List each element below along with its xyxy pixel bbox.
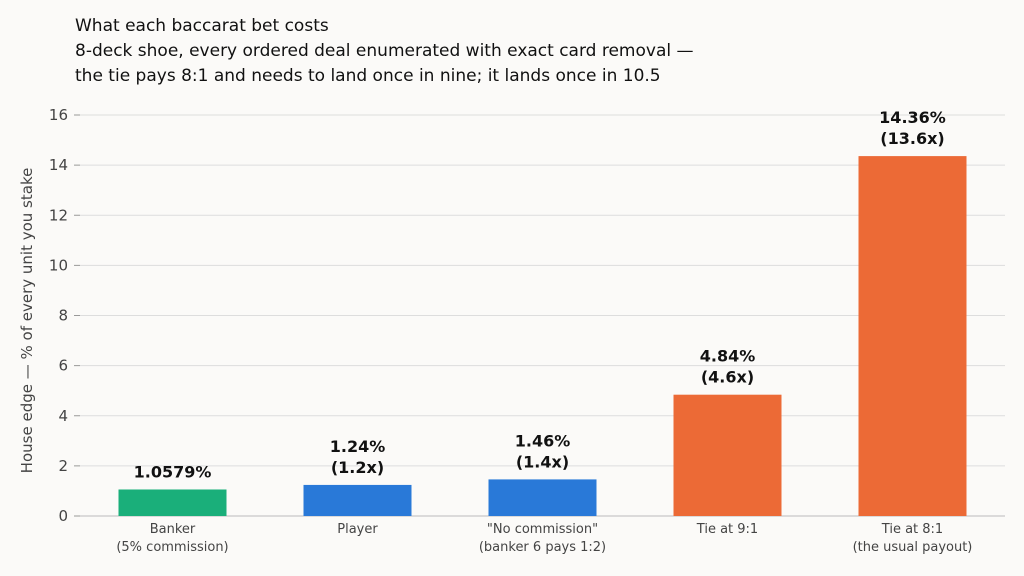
bar-data-label: (1.2x) [331, 458, 384, 477]
bar [858, 156, 967, 517]
y-tick-label: 10 [49, 256, 68, 274]
bar-data-label: 1.24% [330, 437, 386, 456]
chart-subtitle-line-1: 8-deck shoe, every ordered deal enumerat… [75, 41, 694, 61]
y-tick-label: 0 [58, 507, 68, 525]
bar-data-label: (13.6x) [880, 129, 944, 148]
y-tick-label: 2 [58, 457, 68, 475]
bar-data-label: 14.36% [879, 108, 946, 127]
x-category-label: (the usual payout) [853, 540, 973, 555]
y-tick-label: 16 [49, 106, 68, 124]
bar-data-label: 4.84% [700, 347, 756, 366]
x-category-label: Player [337, 522, 378, 537]
bar [673, 394, 782, 516]
bar [118, 489, 227, 516]
bar [488, 479, 597, 516]
y-axis-label: House edge — % of every unit you stake [18, 168, 36, 474]
bar-data-label: (4.6x) [701, 368, 754, 387]
chart-title: What each baccarat bet costs [75, 16, 329, 36]
bar-data-label: 1.0579% [134, 462, 212, 481]
y-tick-label: 8 [58, 307, 68, 325]
x-category-label: Tie at 9:1 [696, 522, 758, 537]
x-category-label: (5% commission) [116, 540, 228, 555]
y-tick-label: 12 [49, 206, 68, 224]
y-tick-label: 6 [58, 357, 68, 375]
x-category-label: "No commission" [487, 522, 598, 537]
bar [303, 484, 412, 516]
y-tick-label: 4 [58, 407, 68, 425]
chart-subtitle-line-2: the tie pays 8:1 and needs to land once … [75, 66, 661, 86]
bar-data-label: (1.4x) [516, 452, 569, 471]
bar-data-label: 1.46% [515, 431, 571, 450]
x-category-label: (banker 6 pays 1:2) [479, 540, 606, 555]
x-category-label: Banker [150, 522, 196, 537]
x-category-label: Tie at 8:1 [881, 522, 943, 537]
y-tick-label: 14 [49, 156, 68, 174]
